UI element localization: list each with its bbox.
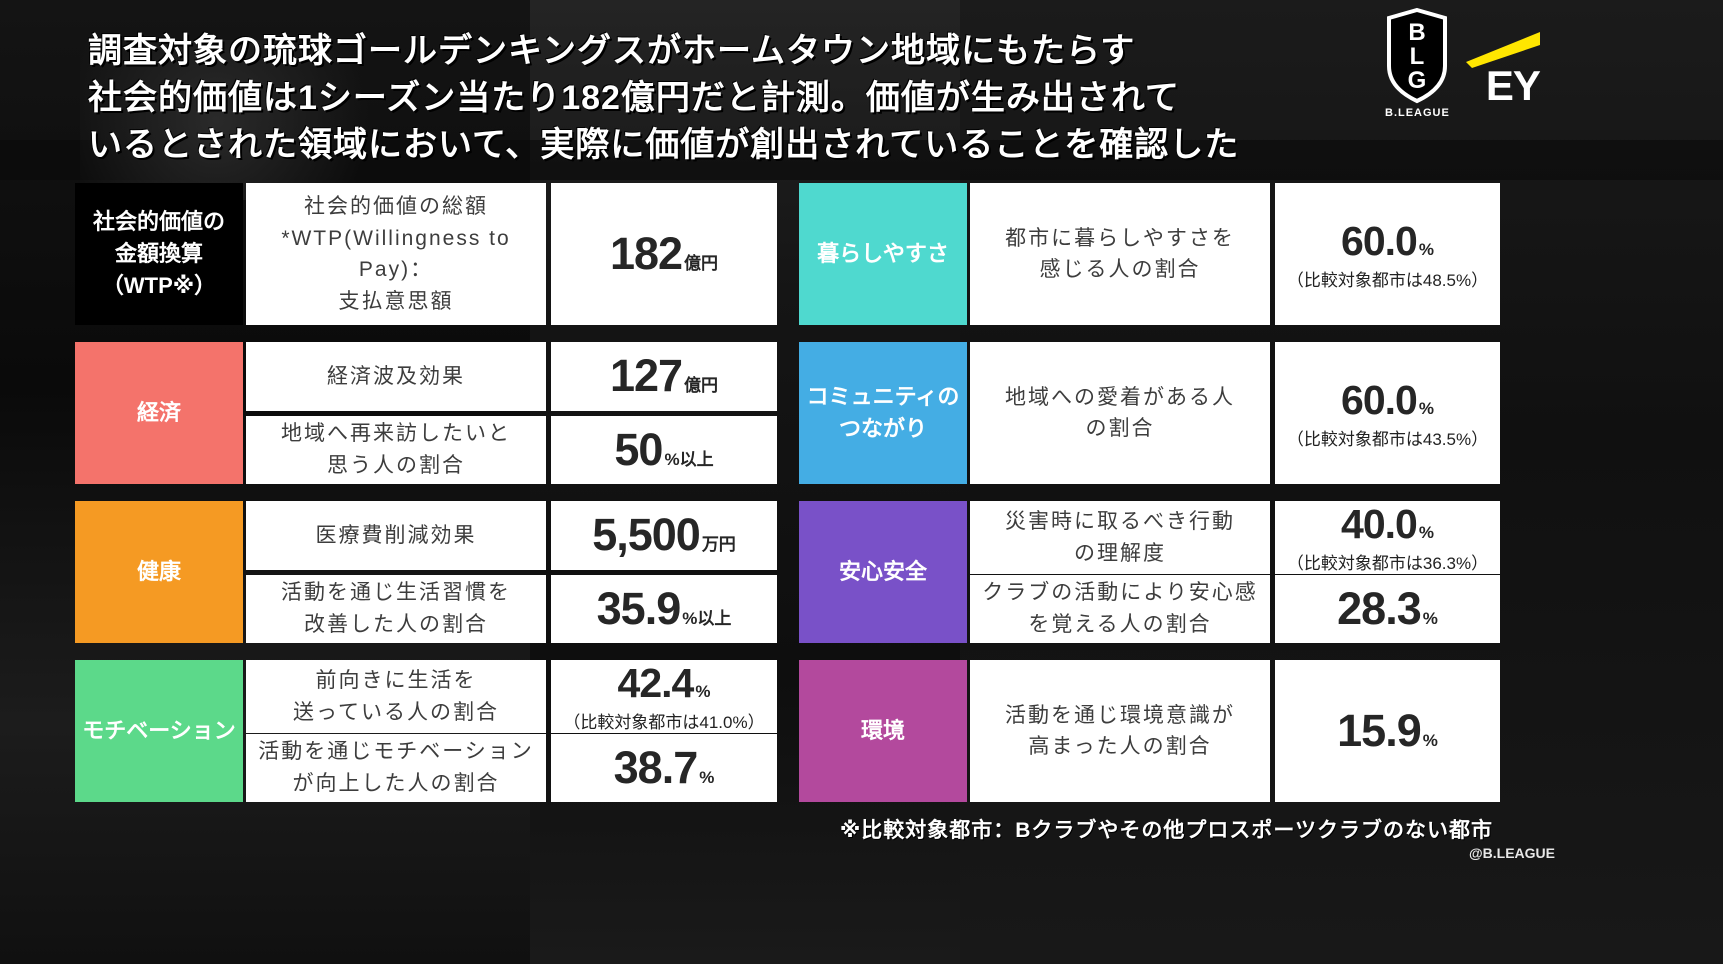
community-group: コミュニティの つながり 地域への愛着がある人 の割合 60.0% （比較対象都… [799,342,1500,484]
metric-desc: 活動を通じ環境意識が 高まった人の割合 [970,660,1270,802]
svg-text:L: L [1410,43,1425,70]
metric-row: 医療費削減効果 5,500 万円 [246,501,777,570]
comparison-note: （比較対象都市は48.5%） [1286,270,1489,290]
category-label-community: コミュニティの つながり [799,342,967,484]
metric-desc: 経済波及効果 [246,342,546,411]
metric-value: 28.3% [1275,574,1500,643]
comparison-footnote: ※比較対象都市：Bクラブやその他プロスポーツクラブのない都市 [839,819,1493,842]
metric-desc: 地域への愛着がある人 の割合 [970,342,1270,484]
metric-row: 活動を通じモチベーション が向上した人の割合 38.7% [246,733,777,802]
metric-row: 地域への愛着がある人 の割合 60.0% （比較対象都市は43.5%） [970,342,1500,484]
metric-desc: 活動を通じモチベーション が向上した人の割合 [246,733,546,802]
metric-desc: 医療費削減効果 [246,501,546,570]
metric-desc: 災害時に取るべき行動 の理解度 [970,501,1270,574]
metric-desc: 社会的価値の総額 *WTP(Willingness to Pay)： 支払意思額 [246,183,546,325]
environment-group: 環境 活動を通じ環境意識が 高まった人の割合 15.9% [799,660,1500,802]
category-label-motivation: モチベーション [75,660,243,802]
metric-row: 都市に暮らしやすさを 感じる人の割合 60.0% （比較対象都市は48.5%） [970,183,1500,325]
metric-value: 40.0% （比較対象都市は36.3%） [1275,501,1500,574]
category-label-health: 健康 [75,501,243,643]
category-label-environment: 環境 [799,660,967,802]
metric-value: 50 %以上 [551,415,777,484]
metric-row: 活動を通じ生活習慣を 改善した人の割合 35.9 %以上 [246,574,777,643]
comparison-note: （比較対象都市は41.0%） [563,713,765,732]
metric-desc: 前向きに生活を 送っている人の割合 [246,660,546,733]
metric-value: 5,500 万円 [551,501,777,570]
bleague-logo-caption: B.LEAGUE [1385,107,1450,119]
motivation-group: モチベーション 前向きに生活を 送っている人の割合 42.4% （比較対象都市は… [75,660,777,802]
bleague-logo: B L G B.LEAGUE [1385,8,1450,119]
metric-value: 127 億円 [551,342,777,411]
left-card-column: 社会的価値の 金額換算 （WTP※） 社会的価値の総額 *WTP(Willing… [75,183,777,802]
metric-value: 182 億円 [551,183,777,325]
metric-desc: 都市に暮らしやすさを 感じる人の割合 [970,183,1270,325]
metric-value: 15.9% [1275,660,1500,802]
category-label-wtp: 社会的価値の 金額換算 （WTP※） [75,183,243,325]
category-label-livability: 暮らしやすさ [799,183,967,325]
logo-area: B L G B.LEAGUE EY [1385,8,1565,128]
slide-title: 調査対象の琉球ゴールデンキングスがホームタウン地域にもたらす 社会的価値は1シー… [88,32,1240,164]
svg-text:G: G [1408,67,1427,94]
category-label-economy: 経済 [75,342,243,484]
credit-text: @B.LEAGUE [1469,845,1555,861]
metric-desc: クラブの活動により安心感 を覚える人の割合 [970,574,1270,643]
metric-row: クラブの活動により安心感 を覚える人の割合 28.3% [970,574,1500,643]
ey-beam-icon [1465,32,1540,68]
metric-row: 前向きに生活を 送っている人の割合 42.4% （比較対象都市は41.0%） [246,660,777,733]
livability-group: 暮らしやすさ 都市に暮らしやすさを 感じる人の割合 60.0% （比較対象都市は… [799,183,1500,325]
metric-row: 地域へ再来訪したいと 思う人の割合 50 %以上 [246,415,777,484]
metric-row: 活動を通じ環境意識が 高まった人の割合 15.9% [970,660,1500,802]
metric-value: 60.0% （比較対象都市は48.5%） [1275,183,1500,325]
health-group: 健康 医療費削減効果 5,500 万円 活動を通じ生活習慣を 改善した人の割合 3… [75,501,777,643]
economy-group: 経済 経済波及効果 127 億円 地域へ再来訪したいと 思う人の割合 50 %以上 [75,342,777,484]
metric-value: 35.9 %以上 [551,574,777,643]
ey-logo: EY [1464,26,1542,126]
metric-row: 社会的価値の総額 *WTP(Willingness to Pay)： 支払意思額… [246,183,777,325]
comparison-note: （比較対象都市は36.3%） [1286,554,1489,573]
metric-value: 38.7% [551,733,777,802]
comparison-note: （比較対象都市は43.5%） [1286,429,1489,449]
metric-desc: 地域へ再来訪したいと 思う人の割合 [246,415,546,484]
metric-value: 42.4% （比較対象都市は41.0%） [551,660,777,733]
metric-desc: 活動を通じ生活習慣を 改善した人の割合 [246,574,546,643]
bleague-shield-icon: B L G [1387,8,1448,104]
safety-group: 安心安全 災害時に取るべき行動 の理解度 40.0% （比較対象都市は36.3%… [799,501,1500,643]
category-label-safety: 安心安全 [799,501,967,643]
svg-text:B: B [1409,19,1426,46]
metric-value: 60.0% （比較対象都市は43.5%） [1275,342,1500,484]
ey-logo-text: EY [1485,62,1541,109]
metric-row: 経済波及効果 127 億円 [246,342,777,411]
wtp-group: 社会的価値の 金額換算 （WTP※） 社会的価値の総額 *WTP(Willing… [75,183,777,325]
metric-row: 災害時に取るべき行動 の理解度 40.0% （比較対象都市は36.3%） [970,501,1500,574]
right-card-column: 暮らしやすさ 都市に暮らしやすさを 感じる人の割合 60.0% （比較対象都市は… [799,183,1500,802]
